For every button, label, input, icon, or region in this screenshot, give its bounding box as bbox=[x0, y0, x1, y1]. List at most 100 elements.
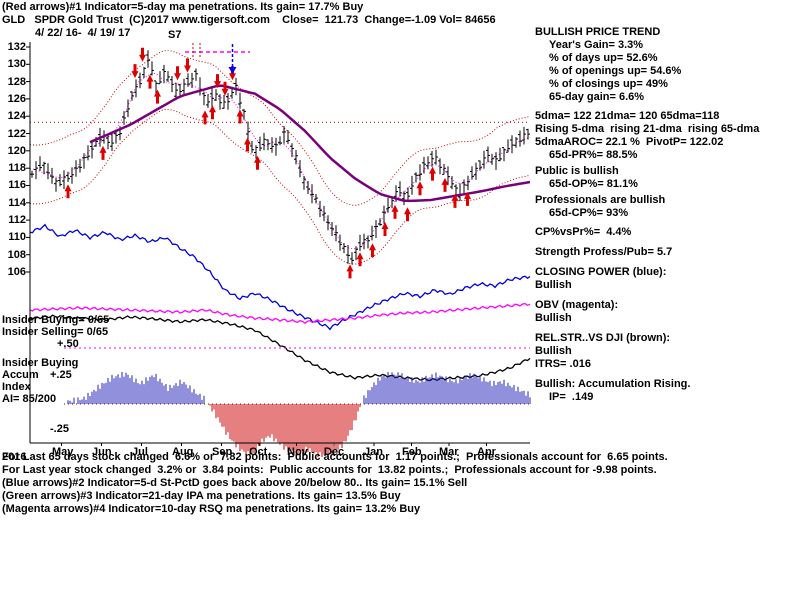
quote-header: GLD SPDR Gold Trust (C)2017 www.tigersof… bbox=[2, 14, 496, 26]
signal-label: S7 bbox=[168, 29, 182, 41]
y-axis-label: 126 bbox=[7, 93, 26, 105]
y-axis-label: 106 bbox=[7, 266, 26, 278]
sell-arrow-icon bbox=[184, 58, 191, 73]
buy-arrow-icon bbox=[391, 204, 399, 219]
y-axis-label: 108 bbox=[7, 249, 26, 261]
buy-arrow-icon bbox=[416, 181, 424, 196]
short-ma-line bbox=[29, 72, 531, 250]
sell-arrow-icon bbox=[139, 47, 146, 62]
right-panel-line: Bullish bbox=[535, 345, 572, 357]
right-panel-line: Professionals are bullish bbox=[535, 194, 666, 206]
bottom-analysis-line: For Last 65 days stock changed 6.6% or 7… bbox=[2, 451, 668, 463]
right-panel-line: Bullish bbox=[535, 279, 572, 291]
buy-arrow-icon bbox=[429, 166, 436, 181]
accum-panel-title-2: Accum bbox=[2, 369, 39, 381]
y-axis-label: 114 bbox=[8, 197, 26, 209]
upper-band bbox=[29, 49, 531, 206]
y-axis-label: 120 bbox=[7, 145, 26, 157]
right-panel-line: Strength Profess/Pub= 5.7 bbox=[535, 246, 673, 258]
right-panel-line: 5dma= 122 21dma= 120 65dma=118 bbox=[535, 110, 720, 122]
bottom-analysis-line: (Blue arrows)#2 Indicator=5-d St-PctD go… bbox=[2, 477, 468, 489]
month-label: May bbox=[52, 446, 74, 458]
buy-arrow-icon bbox=[64, 184, 72, 199]
buy-arrow-icon bbox=[369, 243, 376, 258]
date-range: 4/ 22/ 16- 4/ 19/ 17 bbox=[35, 27, 131, 39]
y-axis-label: 128 bbox=[7, 76, 26, 88]
buy-arrow-icon bbox=[404, 207, 411, 222]
buy-arrow-icon bbox=[464, 191, 471, 206]
right-panel-line: 65d-CP%= 93% bbox=[549, 207, 629, 219]
month-label: Feb bbox=[402, 446, 422, 458]
month-label: Aug bbox=[172, 446, 194, 458]
y-axis-label: 130 bbox=[7, 58, 26, 70]
right-panel-line: Rising 5-dma rising 21-dma rising 65-dma bbox=[535, 123, 760, 135]
month-label: Dec bbox=[324, 446, 345, 458]
sell-arrow-icon bbox=[214, 74, 221, 89]
buy-arrow-icon bbox=[441, 177, 449, 192]
buy-arrow-icon bbox=[346, 264, 354, 279]
y-axis-label: 124 bbox=[7, 110, 26, 122]
month-label: Nov bbox=[287, 446, 308, 458]
buy-arrow-icon bbox=[356, 252, 364, 267]
right-panel-line: 65d-OP%= 81.1% bbox=[549, 178, 638, 190]
rel-strength-line bbox=[29, 314, 531, 382]
right-panel-line: 5dmaAROC= 22.1 % PivotP= 122.02 bbox=[535, 136, 724, 148]
right-panel-line: % of days up= 52.6% bbox=[549, 52, 658, 64]
right-panel-line: Public is bullish bbox=[535, 165, 619, 177]
bottom-analysis-line: (Green arrows)#3 Indicator=21-day IPA ma… bbox=[2, 490, 401, 502]
sell-arrow-icon bbox=[131, 64, 139, 79]
blue-signal-arrowhead bbox=[228, 67, 237, 74]
right-panel-line: IP= .149 bbox=[549, 391, 594, 403]
right-panel-line: % of openings up= 54.6% bbox=[549, 65, 682, 77]
y-axis-label: 122 bbox=[7, 128, 26, 140]
sell-arrow-icon bbox=[174, 66, 181, 81]
month-label: Oct bbox=[249, 446, 268, 458]
buy-arrow-icon bbox=[99, 145, 107, 160]
buy-arrow-icon bbox=[201, 110, 209, 125]
y-axis-label: 132 bbox=[7, 41, 26, 53]
buy-arrow-icon bbox=[381, 222, 389, 236]
y-axis-label: 112 bbox=[8, 214, 26, 226]
buy-arrow-icon bbox=[209, 105, 216, 120]
right-panel-line: 65-day gain= 6.6% bbox=[549, 91, 645, 103]
insider-buying-label: Insider Buying= 0/65 bbox=[2, 314, 110, 326]
right-panel: BULLISH PRICE TREND Year's Gain= 3.3%% of… bbox=[535, 26, 799, 404]
lower-band bbox=[29, 108, 531, 265]
closing-power-line bbox=[29, 223, 531, 331]
right-panel-title: BULLISH PRICE TREND bbox=[535, 26, 661, 38]
right-panel-line: 65d-PR%= 88.5% bbox=[549, 149, 638, 161]
accum-panel-title-1: Insider Buying bbox=[2, 357, 79, 369]
y-axis-label: 118 bbox=[8, 162, 26, 174]
accum-plus25-label: +.25 bbox=[50, 369, 72, 381]
right-panel-line: CLOSING POWER (blue): bbox=[535, 266, 667, 278]
bottom-analysis-line: (Magenta arrows)#4 Indicator=10-day RSQ … bbox=[2, 503, 421, 515]
sell-arrow-icon bbox=[221, 81, 229, 96]
buy-arrow-icon bbox=[254, 155, 261, 170]
buy-arrow-icon bbox=[236, 109, 244, 124]
y-axis-label: 116 bbox=[8, 179, 26, 191]
right-panel-line: Bullish: Accumulation Rising. bbox=[535, 378, 691, 390]
indicator1-caption: (Red arrows)#1 Indicator=5-day ma penetr… bbox=[2, 1, 364, 13]
right-panel-line: REL.STR..VS DJI (brown): bbox=[535, 332, 671, 344]
right-panel-line: Year's Gain= 3.3% bbox=[549, 39, 644, 51]
right-panel-line: ITRS= .016 bbox=[535, 358, 591, 370]
month-label: Jun bbox=[92, 446, 112, 458]
obv-line bbox=[29, 302, 531, 325]
accum-plus50-label: +.50 bbox=[57, 338, 79, 350]
bottom-analysis-line: For Last year stock changed 3.2% or 3.84… bbox=[2, 464, 657, 476]
insider-selling-label: Insider Selling= 0/65 bbox=[2, 326, 109, 338]
buy-arrow-icon bbox=[244, 137, 251, 152]
accum-panel-title-3: Index bbox=[2, 381, 31, 393]
right-panel-line: OBV (magenta): bbox=[535, 299, 619, 311]
right-panel-line: % of closings up= 49% bbox=[549, 78, 668, 90]
ma65-line bbox=[89, 84, 531, 203]
buy-arrow-icon bbox=[146, 74, 154, 89]
accum-minus25-label: -.25 bbox=[50, 423, 69, 435]
month-label: Apr bbox=[477, 446, 496, 458]
buy-arrow-icon bbox=[154, 89, 161, 104]
year-label: 2016 bbox=[2, 451, 27, 463]
month-label: Jul bbox=[132, 446, 148, 458]
buy-arrow-icon bbox=[451, 193, 459, 208]
